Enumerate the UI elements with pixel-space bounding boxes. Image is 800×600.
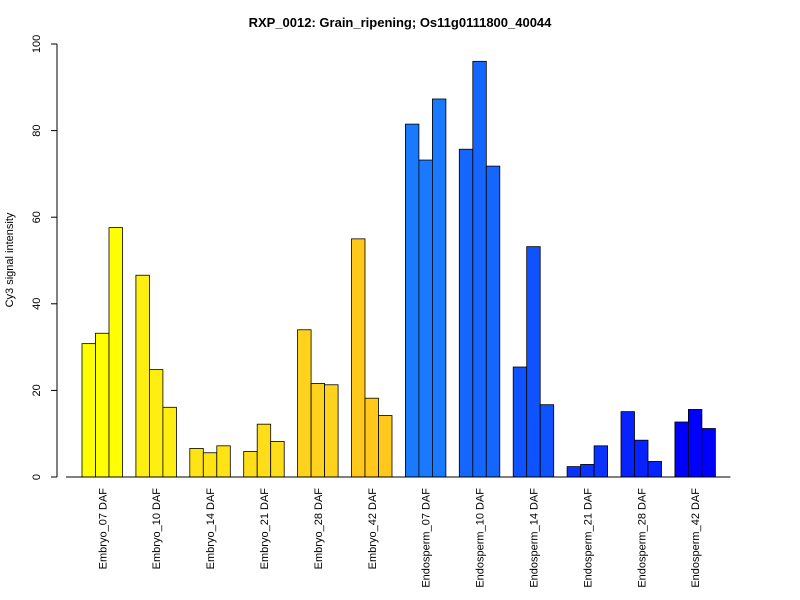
- bar: [472, 60, 487, 478]
- y-tick-label: 60: [31, 211, 43, 223]
- x-tick-label: Embryo_28 DAF: [313, 488, 325, 570]
- x-tick-label: Embryo_21 DAF: [259, 488, 271, 570]
- bar: [108, 227, 123, 478]
- y-tick-label: 0: [31, 474, 43, 480]
- y-tick-label: 80: [31, 124, 43, 136]
- bar: [351, 238, 366, 478]
- bar: [189, 448, 204, 478]
- y-tick-label: 20: [31, 384, 43, 396]
- bar: [526, 246, 541, 478]
- x-tick-label: Endosperm_21 DAF: [582, 488, 594, 588]
- x-tick-label: Embryo_10 DAF: [151, 488, 163, 570]
- x-tick-label: Endosperm_10 DAF: [475, 488, 487, 588]
- bar: [620, 411, 635, 478]
- bars: [81, 60, 716, 478]
- bar: [418, 159, 433, 478]
- y-axis: 0 20 40 60 80 100: [31, 35, 58, 480]
- bar: [95, 332, 110, 478]
- bar: [539, 404, 555, 478]
- bar: [634, 439, 649, 478]
- bar: [688, 409, 703, 478]
- category-labels: Embryo_07 DAF Embryo_10 DAF Embryo_14 DAF E…: [97, 488, 702, 588]
- bar: [701, 428, 716, 478]
- bar: [364, 397, 379, 478]
- bar: [458, 148, 474, 478]
- y-axis-label: Cy3 signal intensity: [4, 212, 16, 307]
- bar: [270, 441, 285, 478]
- bar: [512, 366, 528, 478]
- bar: [243, 451, 258, 478]
- bar: [593, 445, 608, 478]
- y-tick-label: 40: [31, 298, 43, 310]
- bar: [647, 461, 662, 478]
- bar: [404, 123, 420, 478]
- bar: [162, 406, 177, 478]
- bar: [81, 343, 96, 478]
- bar: [378, 415, 393, 478]
- x-tick-label: Embryo_14 DAF: [205, 488, 217, 570]
- bar: [297, 329, 312, 478]
- bar: [674, 421, 689, 478]
- bar: [566, 466, 581, 478]
- x-tick-label: Endosperm_28 DAF: [636, 488, 648, 588]
- chart-title: RXP_0012: Grain_ripening; Os11g0111800_4…: [249, 15, 553, 30]
- bar: [148, 369, 164, 478]
- bar: [202, 452, 218, 478]
- x-tick-label: Endosperm_07 DAF: [421, 488, 433, 588]
- bar: [256, 423, 272, 478]
- y-tick-label: 100: [31, 35, 43, 53]
- x-tick-label: Embryo_42 DAF: [367, 488, 379, 570]
- bar: [580, 464, 595, 478]
- bar: [324, 384, 339, 478]
- bar: [485, 165, 501, 478]
- bar: [216, 445, 231, 478]
- x-tick-label: Endosperm_14 DAF: [528, 488, 540, 588]
- x-tick-label: Embryo_07 DAF: [97, 488, 109, 570]
- bar: [310, 383, 326, 478]
- bar: [431, 98, 447, 478]
- bar: [135, 274, 150, 478]
- x-tick-label: Endosperm_42 DAF: [690, 488, 702, 588]
